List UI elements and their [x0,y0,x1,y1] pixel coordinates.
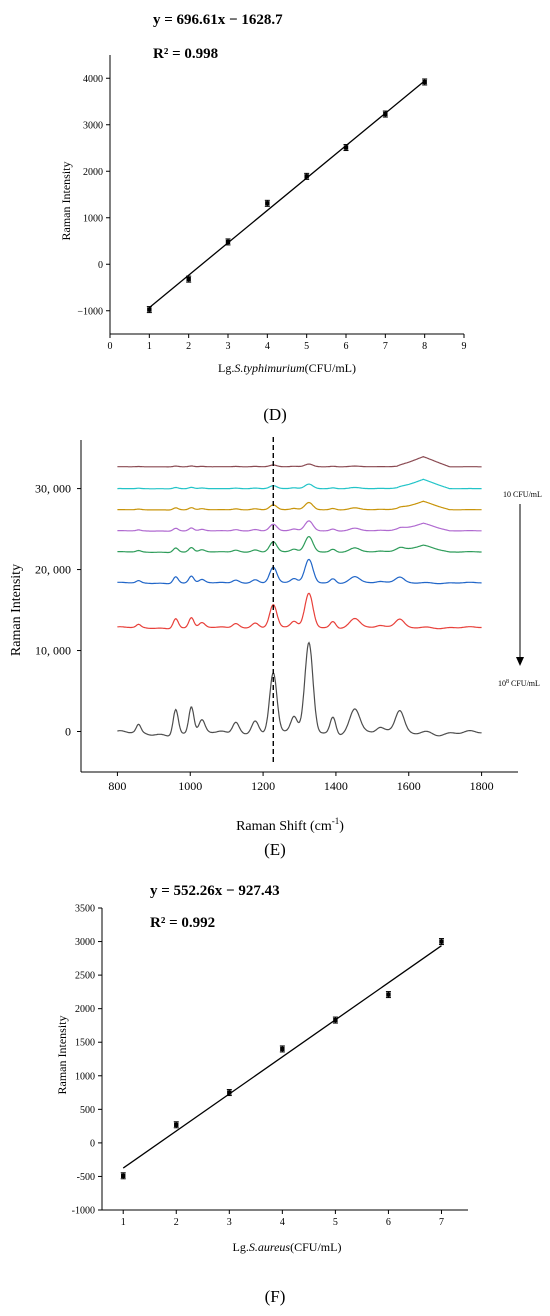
chart-d-y-tick-label: 4000 [83,74,103,85]
chart-d-equation: y = 696.61x − 1628.7 [153,12,283,28]
chart-e-spectrum-line [117,520,482,532]
chart-f-x-tick-label: 5 [333,1217,338,1228]
chart-d-y-axis-label: Raman Intensity [59,162,73,241]
chart-d-y-tick-label: −1000 [77,306,103,317]
chart-d-data-point [186,276,191,282]
chart-e-spectrum-line [117,592,482,630]
chart-f-y-tick-label: 0 [90,1138,95,1149]
chart-d-x-tick-label: 9 [462,341,467,352]
chart-f-y-tick-label: 2000 [75,1004,95,1015]
chart-e-y-tick-label: 10, 000 [35,644,71,658]
chart-f-data-point [121,1173,126,1178]
chart-d-x-tick-label: 7 [383,341,388,352]
chart-e-y-tick-label: 20, 000 [35,563,71,577]
chart-e-spectrum-line [117,500,482,511]
chart-d-panel-label: (D) [263,405,287,424]
chart-e-concentration-top: 10 CFU/mL [503,490,542,499]
chart-e-x-axis-label: Raman Shift (cm-1) [236,816,344,834]
chart-e-arrow-head [516,657,524,666]
chart-e-spectrum-line [117,455,482,468]
chart-e-y-tick-label: 30, 000 [35,482,71,496]
chart-d-x-tick-label: 0 [108,341,113,352]
chart-d-r2: R² = 0.998 [153,46,218,62]
chart-f-y-tick-label: 1000 [75,1071,95,1082]
chart-f-y-tick-label: 500 [80,1105,95,1116]
chart-e-x-tick-label: 800 [108,779,126,793]
chart-f-y-tick-label: 3500 [75,904,95,915]
chart-d-x-tick-label: 1 [147,341,152,352]
chart-f-x-tick-label: 1 [121,1217,126,1228]
chart-f-y-axis-label: Raman Intensity [55,1016,69,1095]
chart-d-data-point [304,174,309,179]
chart-e-x-tick-label: 1200 [251,779,275,793]
chart-d-y-tick-label: 1000 [83,213,103,224]
chart-f-plot: 1 2 3 4 5 6 7 -1000 -500 0 500 1000 1500 2000 2500 3000… [72,904,468,1228]
chart-e-plot: 800 1000 1200 1400 1600 1800 0 10, 000 20, 000 30… [35,437,518,793]
chart-f-fit-line [122,945,442,1169]
chart-e-spectrum-line [117,535,482,554]
chart-e-y-axis-label: Raman Intensity [9,564,24,656]
chart-d-x-tick-label: 2 [186,341,191,352]
chart-f-data-point [386,992,391,997]
chart-f-x-tick-label: 3 [227,1217,232,1228]
chart-e-y-tick-label: 0 [65,725,71,739]
chart-e-concentration-bottom: 108 CFU/mL [498,679,540,688]
chart-d-fit-line [148,80,426,309]
chart-d-data-point [422,79,427,85]
chart-d-y-tick-label: 3000 [83,120,103,131]
chart-f-y-tick-label: 1500 [75,1038,95,1049]
chart-f-x-tick-label: 7 [439,1217,444,1228]
chart-f-y-tick-label: 2500 [75,971,95,982]
chart-f-r2: R² = 0.992 [150,915,215,931]
chart-e-x-tick-label: 1600 [397,779,421,793]
chart-f: y = 552.26x − 927.43 R² = 0.992 1 2 3 4 5 6 7 -… [55,883,468,1306]
chart-f-y-tick-label: -1000 [72,1206,95,1217]
chart-e-x-tick-label: 1800 [470,779,494,793]
chart-e-spectrum-line [117,558,482,585]
chart-f-data-point [174,1122,179,1127]
chart-f-x-axis-label: Lg.S.aureus(CFU/mL) [233,1240,342,1254]
chart-f-x-tick-label: 6 [386,1217,391,1228]
chart-f-data-point [333,1017,338,1023]
chart-d-data-point [343,145,349,150]
chart-f-y-tick-label: 3000 [75,937,95,948]
chart-f-y-tick-label: -500 [77,1172,95,1183]
chart-f-equation: y = 552.26x − 927.43 [150,883,280,899]
chart-f-panel-label: (F) [265,1287,286,1306]
chart-e-spectrum-line [117,641,482,737]
chart-e-spectrum-line [117,478,482,490]
chart-d-x-tick-label: 8 [422,341,427,352]
chart-d-x-tick-label: 3 [226,341,231,352]
chart-d-x-tick-label: 5 [304,341,309,352]
chart-f-x-tick-label: 2 [174,1217,179,1228]
chart-d-data-point [383,111,388,117]
chart-d-y-tick-label: 0 [98,260,103,271]
chart-d-plot: 0 1 2 3 4 5 6 7 8 9 −1000 0 1000 2000 3000 4000 [77,55,467,352]
chart-f-data-point [280,1046,285,1052]
chart-d-x-axis-label: Lg.S.typhimurium(CFU/mL) [218,361,356,375]
chart-e-panel-label: (E) [264,840,286,859]
chart-e-x-tick-label: 1000 [178,779,202,793]
chart-d-y-tick-label: 2000 [83,167,103,178]
chart-d-data-point [147,307,152,312]
chart-f-data-point [439,939,444,944]
chart-e-x-tick-label: 1400 [324,779,348,793]
chart-d-data-point [265,201,270,206]
chart-d-data-point [225,239,231,245]
chart-e: 800 1000 1200 1400 1600 1800 0 10, 000 20, 000 30… [9,437,542,859]
chart-f-x-tick-label: 4 [280,1217,285,1228]
chart-d-x-tick-label: 4 [265,341,270,352]
chart-d-x-tick-label: 6 [344,341,349,352]
chart-d: y = 696.61x − 1628.7 R² = 0.998 0 1 2 3 4 5 6 7… [59,12,467,424]
chart-f-data-point [227,1090,232,1095]
